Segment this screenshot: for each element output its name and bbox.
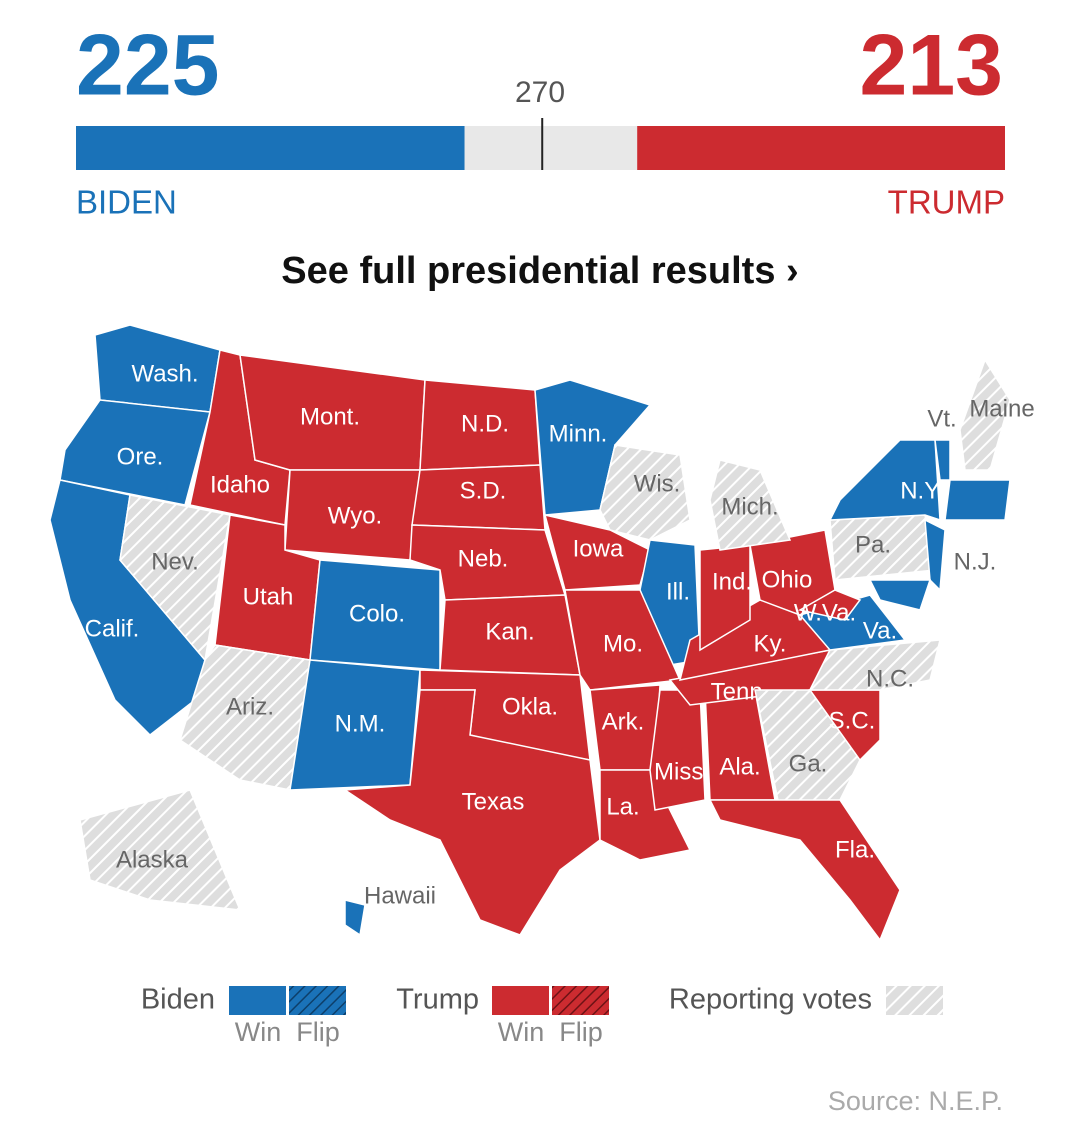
state-label: Ala.	[719, 753, 760, 780]
state-label: Mont.	[300, 403, 360, 430]
legend-swatch	[886, 986, 943, 1015]
state-label: Ariz.	[226, 693, 274, 720]
state	[924, 518, 946, 592]
state	[59, 399, 211, 506]
state-label: Ill.	[666, 578, 690, 605]
legend-swatch	[229, 986, 286, 1015]
state-label: N.C.	[866, 665, 914, 692]
state-label: Ky.	[754, 630, 787, 657]
state-label: Alaska	[116, 846, 189, 873]
state	[599, 769, 692, 861]
state-label: Nev.	[151, 548, 199, 575]
state-label: Pa.	[855, 531, 891, 558]
state	[79, 789, 242, 911]
state	[797, 589, 862, 621]
state-label: Maine	[969, 395, 1034, 422]
state-label: Ind.	[712, 568, 752, 595]
state	[564, 589, 682, 691]
results-link[interactable]: See full presidential results ›	[281, 250, 798, 292]
legend-swatch	[492, 986, 549, 1015]
source: Source: N.E.P.	[828, 1086, 1003, 1116]
state-label: Neb.	[458, 545, 509, 572]
legend-swatch	[289, 986, 346, 1015]
legend-swatch	[552, 986, 609, 1015]
state	[708, 799, 901, 942]
legend-text: Trump	[396, 984, 479, 1016]
state-label: N.Y.	[900, 477, 944, 504]
state-label: Ark.	[602, 708, 645, 735]
state	[709, 459, 792, 551]
state-label: Ohio	[762, 566, 813, 593]
state-label: Wis.	[634, 470, 681, 497]
biden-votes: 225	[76, 18, 220, 114]
state	[944, 479, 1011, 521]
state-label: N.D.	[461, 410, 509, 437]
trump-bar	[637, 126, 1005, 170]
state-label: Utah	[243, 583, 294, 610]
state-label: Mo.	[603, 630, 643, 657]
legend-text: Flip	[296, 1017, 340, 1047]
map: Wash. Ore. Calif. Nev. Idaho Mont. Wyo. Utah Col…	[49, 324, 1035, 942]
state	[868, 579, 932, 611]
state	[649, 689, 706, 811]
state-label: W.Va.	[794, 599, 856, 626]
state-label: Mich.	[721, 493, 778, 520]
legend-text: Win	[498, 1017, 545, 1047]
state-label: Miss.	[654, 758, 710, 785]
legend: Biden Win Flip Trump Win Flip Reporting votes	[141, 984, 943, 1047]
state-label: La.	[606, 793, 639, 820]
biden-name: BIDEN	[76, 184, 177, 221]
state-label: Wash.	[131, 360, 198, 387]
state	[342, 689, 601, 936]
state	[754, 689, 861, 811]
state-label: S.C.	[829, 707, 876, 734]
state-label: N.J.	[954, 548, 997, 575]
threshold-label: 270	[515, 76, 565, 109]
state-label: Iowa	[573, 535, 624, 562]
legend-text: Reporting votes	[669, 984, 872, 1016]
legend-text: Flip	[559, 1017, 603, 1047]
state-label: N.M.	[335, 710, 386, 737]
state-label: Vt.	[927, 405, 956, 432]
state-label: Minn.	[549, 420, 608, 447]
state	[959, 358, 1011, 471]
legend-text: Win	[235, 1017, 282, 1047]
state-label: Idaho	[210, 471, 270, 498]
trump-votes: 213	[860, 18, 1004, 114]
state-label: Texas	[462, 788, 525, 815]
state-label: Va.	[863, 617, 897, 644]
state-label: Fla.	[835, 836, 875, 863]
biden-bar	[76, 126, 465, 170]
state-label: Ga.	[789, 750, 828, 777]
state-label: S.D.	[460, 477, 507, 504]
state-label: Ore.	[117, 443, 164, 470]
state-label: Okla.	[502, 693, 558, 720]
state	[344, 899, 366, 937]
trump-name: TRUMP	[888, 184, 1005, 221]
state-label: Wyo.	[328, 502, 382, 529]
state-label: Calif.	[85, 615, 140, 642]
legend-text: Biden	[141, 984, 215, 1016]
state	[808, 639, 941, 691]
state	[828, 439, 941, 522]
state-label: Kan.	[485, 618, 534, 645]
state-label: Hawaii	[364, 882, 436, 909]
state-label: Colo.	[349, 600, 405, 627]
